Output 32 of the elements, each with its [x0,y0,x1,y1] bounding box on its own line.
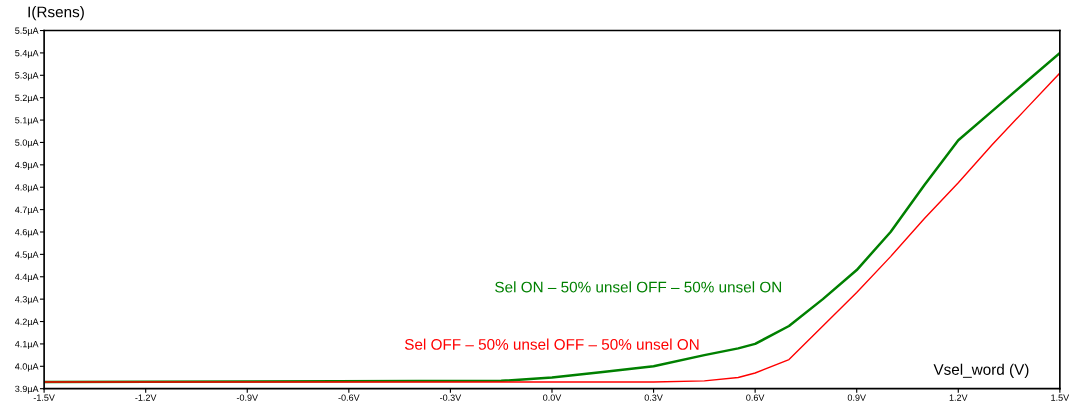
y-tick-label: 5.1µA [15,117,39,126]
y-tick-label: 5.5µA [15,27,39,36]
y-tick-label: 4.5µA [15,251,39,260]
y-tick-label: 5.4µA [15,49,39,59]
y-tick-label: 4.0µA [15,363,39,372]
y-tick-label: 4.6µA [15,228,39,238]
x-tick-label: -0.6V [338,394,360,401]
text: Sel ON – 50% unsel OFF – 50% unsel ON [495,281,782,293]
x-tick-label: 0.9V [847,394,866,401]
y-tick-label: 5.0µA [15,139,39,148]
y-tick-label: 4.1µA [15,340,39,350]
y-tick-label: 4.7µA [15,206,39,215]
x-tick-label: 0.0V [543,394,562,401]
y-tick-label: 5.3µA [15,72,39,81]
y-tick-label: 4.3µA [15,296,39,305]
x-tick-label: 0.3V [644,394,663,401]
y-axis-title: I(Rsens) [28,6,84,21]
y-tick-label: 4.4µA [15,273,39,282]
y-tick-label: 4.2µA [15,318,39,327]
x-tick-label: -0.3V [440,394,462,401]
text: Sel OFF – 50% unsel OFF – 50% unsel ON [404,338,699,350]
x-axis-title: Vsel_word (V) [933,363,1029,378]
x-tick-label: 1.5V [1051,394,1070,401]
x-tick-label: -1.5V [33,394,55,401]
y-tick-label: 3.9µA [15,385,39,394]
x-tick-label: 0.6V [746,394,765,401]
y-tick-label: 4.8µA [15,184,39,193]
x-tick-label: 1.2V [949,394,968,401]
x-tick-label: -0.9V [236,394,259,401]
y-tick-label: 4.9µA [15,161,39,170]
x-tick-label: -1.2V [135,394,157,401]
y-tick-label: 5.2µA [15,94,39,103]
